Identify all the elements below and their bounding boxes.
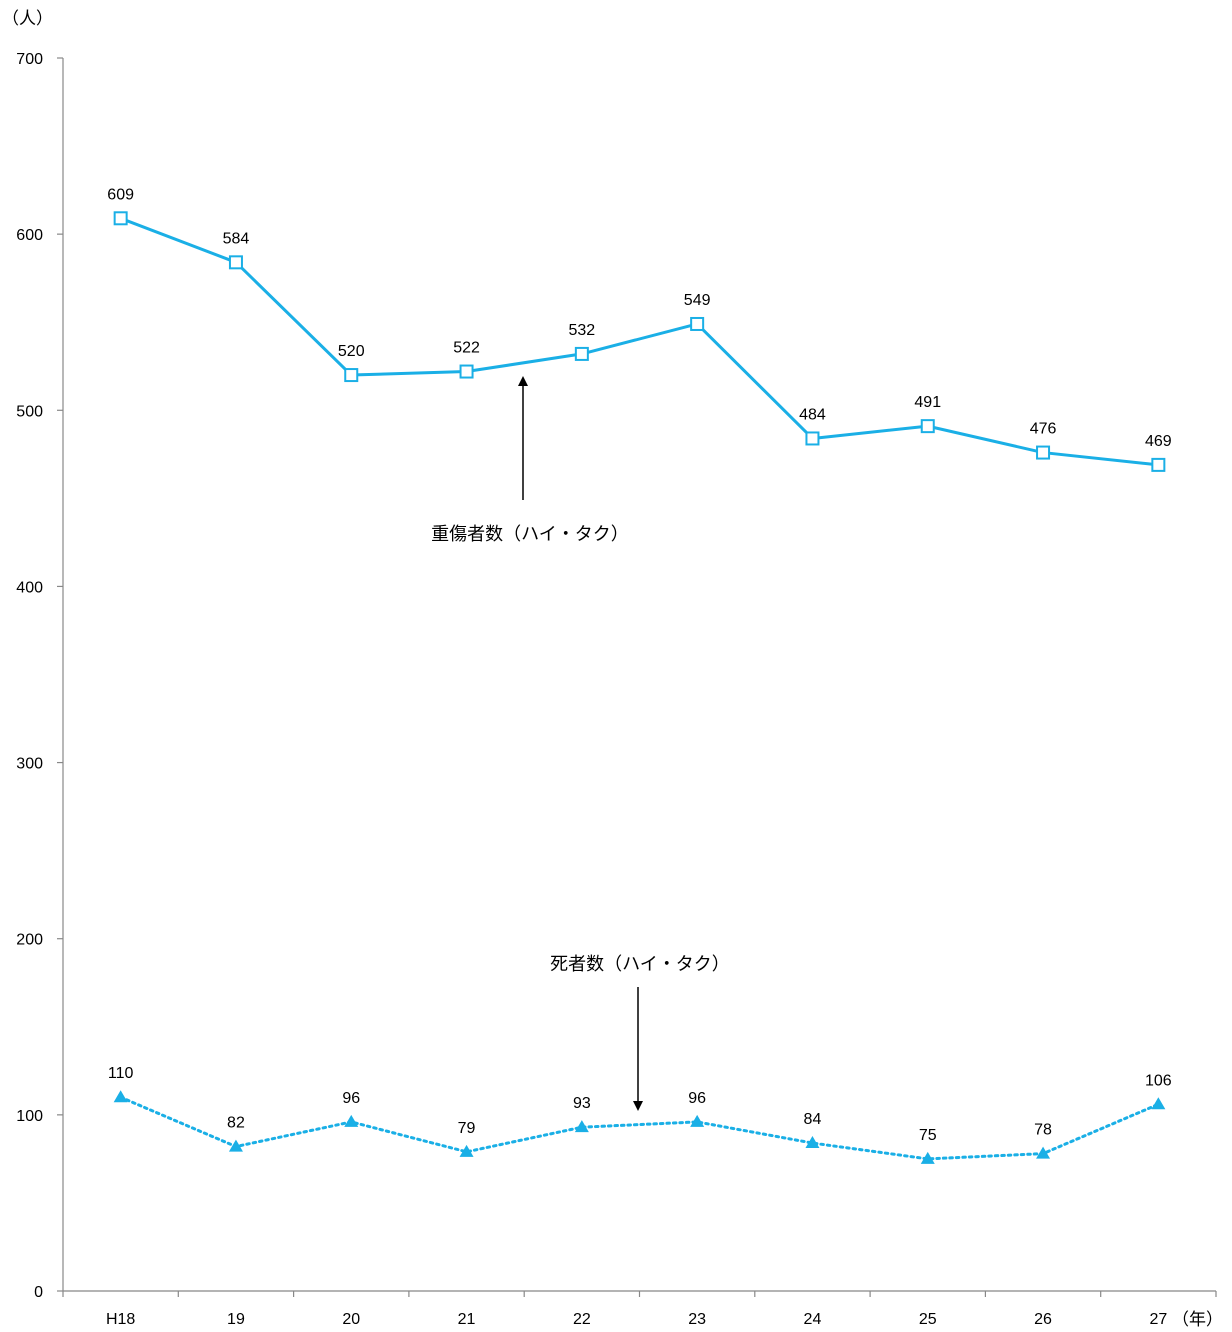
axes: 0 100 200 300 400 500 600 700 H18 19 20 21 22 23 24 25 2…	[16, 51, 1217, 1328]
data-point	[344, 368, 359, 383]
data-point	[1151, 457, 1166, 472]
data-point	[690, 316, 705, 331]
x-tick-label: 19	[227, 1311, 245, 1328]
x-tick-label: 21	[458, 1311, 476, 1328]
data-label: 78	[1034, 1122, 1052, 1139]
data-point	[920, 419, 935, 434]
y-tick-label: 300	[16, 756, 43, 773]
data-label: 491	[914, 394, 941, 411]
data-point	[805, 1136, 820, 1149]
data-point	[920, 1151, 935, 1164]
data-label: 93	[573, 1095, 591, 1112]
x-tick-label: 24	[804, 1311, 822, 1328]
data-point	[1036, 1146, 1051, 1159]
x-tick-label: 26	[1034, 1311, 1052, 1328]
y-tick-label: 400	[16, 579, 43, 596]
x-tick-label: 25	[919, 1311, 937, 1328]
data-label: 82	[227, 1115, 245, 1132]
data-label: 532	[568, 322, 595, 339]
data-label: 106	[1145, 1072, 1172, 1089]
data-label: 84	[804, 1111, 822, 1128]
data-label: 75	[919, 1127, 937, 1144]
series-serious-injuries: 609 584 520 522 532 549 484 491 476 469	[107, 186, 1172, 472]
x-tick-label: 23	[688, 1311, 706, 1328]
data-label: 96	[688, 1090, 706, 1107]
y-axis-unit: （人）	[2, 9, 53, 29]
y-tick-label: 700	[16, 51, 43, 68]
x-axis-unit: （年）	[1172, 1310, 1223, 1330]
series-group: 609 584 520 522 532 549 484 491 476 469 110 82 96 79 9…	[107, 186, 1172, 1164]
data-label: 79	[458, 1120, 476, 1137]
data-point	[1151, 1097, 1166, 1110]
data-label: 484	[799, 406, 826, 423]
series-line	[119, 1095, 1160, 1161]
data-point	[574, 346, 589, 361]
serious-injury-annotation: 重傷者数（ハイ・タク）	[431, 376, 629, 545]
data-point	[459, 1144, 474, 1157]
data-point	[690, 1114, 705, 1127]
x-tick-label: H18	[106, 1311, 135, 1328]
y-tick-label: 200	[16, 932, 43, 949]
data-point	[459, 364, 474, 379]
data-point	[805, 431, 820, 446]
data-label: 520	[338, 343, 365, 360]
data-point	[574, 1120, 589, 1133]
y-tick-label: 600	[16, 227, 43, 244]
data-label: 110	[108, 1065, 134, 1082]
x-tick-label: 22	[573, 1311, 591, 1328]
x-tick-label: 27	[1149, 1311, 1167, 1328]
series-line	[120, 216, 1159, 467]
y-tick-label: 500	[16, 403, 43, 420]
series-fatalities: 110 82 96 79 93 96 84 75 78 106	[108, 1065, 1172, 1164]
data-label: 549	[684, 292, 711, 309]
data-label: 469	[1145, 433, 1172, 450]
y-tick-label: 0	[34, 1284, 43, 1301]
data-point	[344, 1114, 359, 1127]
data-point	[113, 211, 128, 226]
y-tick-label: 100	[16, 1108, 43, 1125]
data-point	[113, 1090, 128, 1103]
fatality-annotation: 死者数（ハイ・タク）	[550, 954, 730, 1111]
data-point	[228, 255, 243, 270]
serious-injury-series-label: 重傷者数（ハイ・タク）	[431, 524, 629, 545]
data-label: 96	[342, 1090, 360, 1107]
data-point	[1036, 445, 1051, 460]
x-tick-label: 20	[342, 1311, 360, 1328]
fatality-series-label: 死者数（ハイ・タク）	[550, 954, 730, 975]
data-label: 476	[1030, 421, 1057, 438]
data-label: 522	[453, 340, 480, 357]
data-label: 584	[223, 230, 250, 247]
data-label: 609	[107, 186, 134, 203]
data-point	[228, 1139, 243, 1152]
